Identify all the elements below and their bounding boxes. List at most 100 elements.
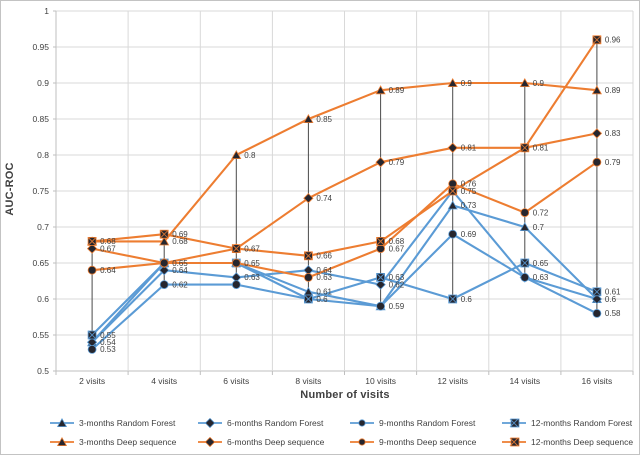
legend-item: 12-months Random Forest (501, 418, 632, 428)
data-label: 0.68 (389, 237, 405, 246)
y-tick-label: 0.9 (37, 78, 49, 88)
marker-diamond (375, 157, 386, 168)
data-label: 0.76 (461, 180, 477, 189)
x-tick-label: 4 visits (151, 376, 177, 386)
data-label: 0.63 (533, 273, 549, 282)
data-label: 0.64 (316, 266, 332, 275)
legend-label: 6-months Deep sequence (227, 436, 325, 447)
marker-circle (376, 301, 386, 311)
legend-marker-triangle-icon (50, 417, 74, 427)
marker-xsquare (303, 294, 313, 304)
marker-circle (159, 258, 169, 268)
legend-item: 9-months Deep sequence (349, 437, 501, 447)
data-label: 0.89 (605, 86, 621, 95)
y-tick-label: 0.65 (32, 258, 49, 268)
data-label: 0.64 (100, 266, 116, 275)
data-label: 0.89 (389, 86, 405, 95)
marker-xsquare (87, 236, 97, 246)
y-tick-label: 1 (44, 6, 49, 16)
data-label: 0.61 (605, 288, 621, 297)
marker-circle (87, 344, 97, 354)
data-label: 0.96 (605, 36, 621, 45)
marker-circle (592, 308, 602, 318)
legend-label: 9-months Deep sequence (379, 436, 477, 447)
marker-xsquare (159, 229, 169, 239)
y-tick-label: 0.85 (32, 114, 49, 124)
marker-xsquare (231, 244, 241, 254)
legend-marker-circle-icon (350, 418, 374, 427)
marker-xsquare (520, 143, 530, 153)
legend-label: 6-months Random Forest (227, 417, 324, 428)
series-line (91, 132, 598, 265)
x-axis-title: Number of visits (300, 389, 390, 401)
legend-item: 3-months Random Forest (49, 417, 197, 428)
marker-circle (520, 272, 530, 282)
marker-triangle (447, 77, 458, 87)
series-line (91, 189, 598, 344)
data-label: 0.66 (316, 252, 332, 261)
series-line (91, 38, 598, 257)
marker-circle (592, 157, 602, 167)
data-label: 0.73 (461, 201, 477, 210)
series-line (91, 81, 598, 243)
data-label: 0.83 (605, 129, 621, 138)
data-label: 0.72 (533, 208, 549, 217)
data-label: 0.62 (172, 280, 188, 289)
marker-diamond (375, 279, 386, 290)
marker-xsquare (376, 272, 386, 282)
x-tick-label: 2 visits (79, 376, 105, 386)
data-label: 0.85 (316, 115, 332, 124)
y-tick-label: 0.6 (37, 294, 49, 304)
data-label: 0.6 (461, 295, 473, 304)
marker-circle (231, 280, 241, 290)
data-label: 0.6 (605, 295, 617, 304)
x-tick-label: 16 visits (582, 376, 613, 386)
marker-circle (159, 280, 169, 290)
marker-xsquare (592, 287, 602, 297)
data-label: 0.55 (100, 331, 116, 340)
marker-circle (87, 265, 97, 275)
data-label: 0.64 (172, 266, 188, 275)
marker-diamond (591, 293, 603, 305)
legend-item: 12-months Deep sequence (501, 437, 633, 447)
data-label: 0.9 (533, 79, 545, 88)
marker-circle (303, 272, 313, 282)
legend-marker-circle-icon (350, 437, 374, 446)
marker-triangle (519, 77, 530, 87)
marker-diamond (86, 243, 98, 254)
legend-label: 12-months Random Forest (531, 417, 633, 428)
marker-triangle (303, 113, 314, 123)
x-tick-label: 8 visits (295, 376, 321, 386)
marker-triangle (231, 149, 242, 159)
legend-marker-xsquare-icon (502, 437, 526, 446)
x-tick-label: 6 visits (223, 376, 249, 386)
data-label: 0.54 (100, 338, 116, 347)
data-label: 0.79 (605, 158, 621, 167)
data-label: 0.75 (461, 187, 477, 196)
chart-legend: 3-months Random Forest 6-months Random Fo… (49, 413, 633, 451)
marker-xsquare (448, 186, 458, 196)
marker-diamond (303, 193, 314, 204)
series-line (91, 233, 598, 351)
marker-triangle (519, 221, 530, 231)
data-label: 0.68 (172, 237, 188, 246)
marker-circle (358, 437, 366, 446)
legend-item: 6-months Random Forest (197, 417, 349, 428)
marker-xsquare (87, 330, 97, 340)
y-axis-title: AUC-ROC (4, 162, 16, 216)
data-label: 0.81 (533, 144, 549, 153)
y-tick-label: 0.8 (37, 150, 49, 160)
data-label: 0.67 (100, 244, 116, 253)
data-label: 0.53 (100, 345, 116, 354)
marker-circle (448, 229, 458, 239)
data-label: 0.9 (461, 79, 473, 88)
marker-xsquare (448, 294, 458, 304)
marker-xsquare (520, 258, 530, 268)
data-label: 0.67 (389, 244, 405, 253)
marker-triangle (56, 417, 68, 427)
data-label: 0.67 (244, 244, 260, 253)
marker-xsquare (376, 236, 386, 246)
marker-triangle (447, 200, 458, 210)
legend-label: 3-months Deep sequence (79, 436, 177, 447)
